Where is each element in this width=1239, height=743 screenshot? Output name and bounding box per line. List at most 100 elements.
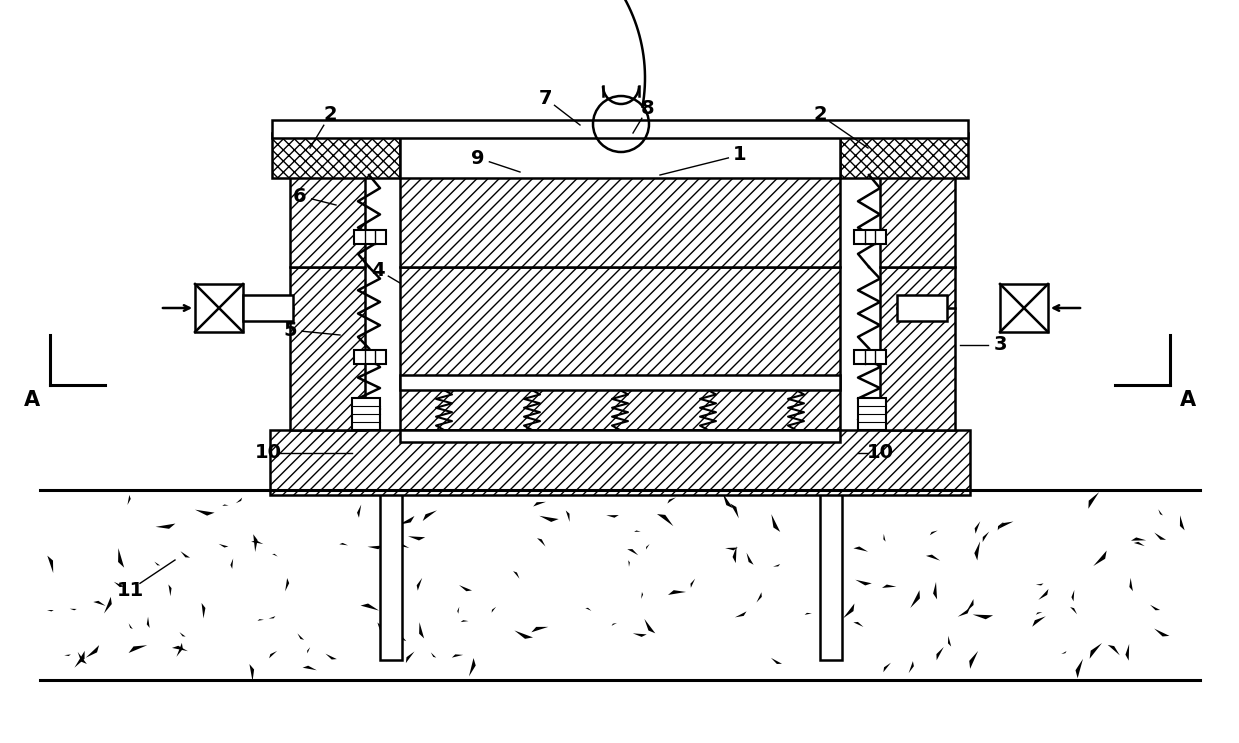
Polygon shape (1150, 605, 1160, 610)
Bar (195, 284, 243, 332)
Polygon shape (533, 502, 546, 507)
Polygon shape (1089, 643, 1101, 659)
Polygon shape (129, 623, 133, 629)
Polygon shape (628, 560, 629, 567)
Polygon shape (492, 607, 496, 613)
Bar (840, 133, 968, 178)
Polygon shape (180, 632, 186, 637)
Text: 3: 3 (994, 336, 1007, 354)
Polygon shape (368, 545, 384, 549)
Bar (273, 120, 968, 138)
Bar (880, 175, 955, 267)
Polygon shape (536, 538, 545, 547)
Bar (352, 398, 380, 430)
Bar (820, 490, 843, 660)
Bar (400, 430, 840, 442)
Polygon shape (1131, 537, 1146, 541)
Bar (400, 267, 840, 430)
Polygon shape (1032, 616, 1046, 627)
Polygon shape (202, 603, 206, 618)
Polygon shape (1125, 644, 1129, 661)
Polygon shape (883, 534, 886, 542)
Polygon shape (1072, 590, 1074, 601)
Polygon shape (606, 515, 618, 518)
Polygon shape (612, 623, 617, 626)
Polygon shape (771, 658, 782, 664)
Bar (1000, 284, 1048, 332)
Polygon shape (975, 522, 980, 533)
Polygon shape (627, 549, 638, 555)
Polygon shape (297, 634, 304, 640)
Polygon shape (47, 610, 53, 611)
Polygon shape (74, 651, 84, 668)
Text: 2: 2 (813, 106, 826, 125)
Polygon shape (929, 531, 938, 535)
Polygon shape (64, 655, 71, 656)
Polygon shape (416, 578, 422, 591)
Polygon shape (408, 536, 425, 540)
Polygon shape (431, 652, 436, 658)
Polygon shape (882, 585, 896, 588)
Polygon shape (668, 590, 686, 595)
Polygon shape (983, 531, 989, 542)
Bar (857, 398, 886, 430)
Polygon shape (422, 510, 437, 521)
Polygon shape (389, 617, 400, 627)
Polygon shape (948, 636, 952, 646)
Polygon shape (258, 619, 264, 621)
Text: 10: 10 (254, 444, 281, 462)
Polygon shape (772, 514, 781, 532)
Polygon shape (1036, 583, 1043, 585)
Polygon shape (302, 666, 317, 670)
Polygon shape (378, 623, 380, 630)
Polygon shape (969, 651, 978, 669)
Text: A: A (24, 390, 40, 410)
Bar (400, 375, 840, 390)
Polygon shape (997, 522, 1004, 531)
Polygon shape (657, 514, 673, 526)
Polygon shape (690, 579, 695, 588)
Bar (380, 490, 401, 660)
Polygon shape (394, 614, 399, 617)
Polygon shape (172, 646, 188, 651)
Text: 2: 2 (323, 106, 337, 125)
Polygon shape (804, 613, 812, 615)
Polygon shape (1093, 551, 1106, 566)
Polygon shape (641, 592, 643, 599)
Polygon shape (757, 592, 762, 603)
Polygon shape (326, 654, 337, 660)
Polygon shape (999, 522, 1014, 529)
Polygon shape (85, 645, 99, 658)
Bar (243, 295, 292, 321)
Polygon shape (457, 607, 460, 614)
Polygon shape (47, 556, 53, 573)
Bar (354, 230, 387, 244)
Polygon shape (513, 571, 519, 579)
Bar (290, 175, 366, 267)
Text: 10: 10 (866, 444, 893, 462)
Text: 6: 6 (294, 186, 307, 206)
Polygon shape (973, 614, 994, 619)
Bar (854, 230, 886, 244)
Polygon shape (974, 542, 980, 560)
Text: 8: 8 (642, 99, 655, 117)
Bar (273, 133, 400, 178)
Polygon shape (730, 504, 738, 519)
Polygon shape (253, 534, 258, 552)
Text: 11: 11 (116, 580, 144, 600)
Polygon shape (114, 582, 125, 587)
Text: A: A (1180, 390, 1196, 410)
Polygon shape (285, 578, 289, 591)
Polygon shape (854, 622, 864, 627)
Polygon shape (129, 645, 147, 653)
Bar (290, 267, 366, 430)
Polygon shape (585, 608, 591, 611)
Polygon shape (222, 504, 228, 506)
Polygon shape (78, 652, 87, 664)
Polygon shape (230, 559, 233, 569)
Polygon shape (1180, 515, 1184, 531)
Polygon shape (249, 664, 254, 681)
Polygon shape (1155, 533, 1166, 540)
Polygon shape (646, 544, 649, 550)
Polygon shape (361, 603, 379, 611)
